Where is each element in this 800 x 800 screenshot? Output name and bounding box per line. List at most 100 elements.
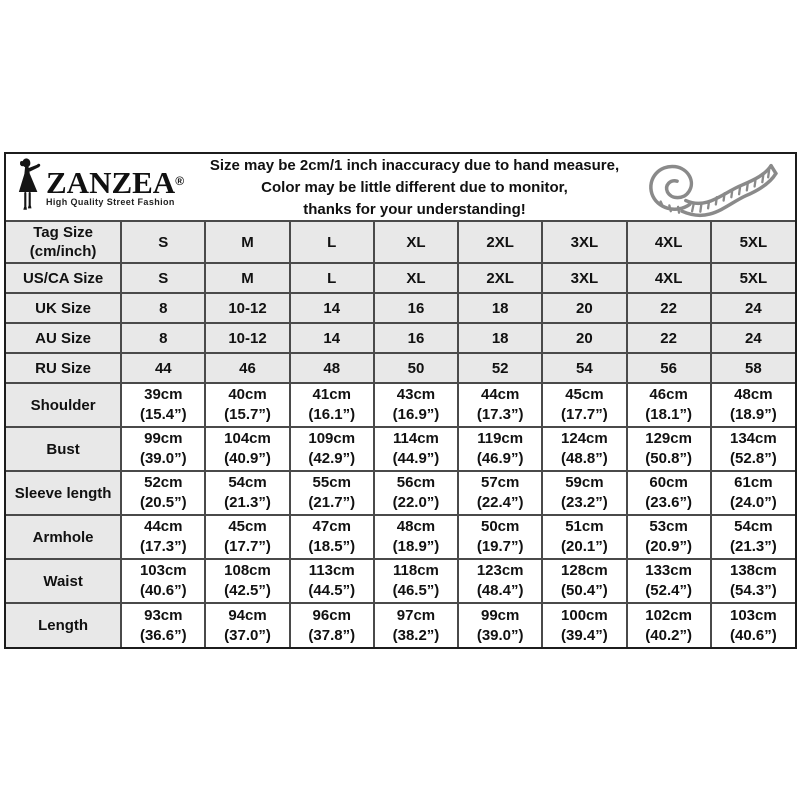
measure-inch-value: (21.7”) [308, 494, 356, 511]
measure-inch-value: (17.7”) [561, 406, 608, 423]
measure-inch-value: (20.5”) [139, 494, 187, 511]
measure-inch-value: (40.6”) [730, 626, 777, 644]
measure-inch-value: (39.0”) [476, 626, 524, 644]
measure-cm-value: 54cm [228, 474, 267, 491]
size-cell: 24 [709, 322, 795, 354]
measure-cm-value: 100cm [561, 606, 608, 624]
measure-cm-value: 44cm [144, 518, 183, 535]
measure-inch-value: (18.9”) [730, 406, 777, 423]
measure-inch-value: (16.1”) [308, 406, 356, 423]
measure-inch-value: (52.8”) [730, 450, 777, 467]
measure-cm-value: 119cm [477, 430, 524, 447]
size-cell: L [288, 262, 375, 294]
row-label: Waist [6, 558, 123, 604]
measure-cell: 52cm (20.5”) [120, 470, 207, 516]
measure-cm-value: 48cm [396, 518, 436, 535]
measure-cm-value: 48cm [734, 386, 773, 403]
measure-inch-value: (50.4”) [561, 582, 608, 599]
measure-row: Length 93cm (36.6”) 94cm (37.0”) 96cm (37.8”) 9… [6, 602, 795, 647]
measure-cm-value: 97cm [396, 606, 436, 624]
measure-cell: 113cm (44.5”) [288, 558, 375, 604]
measure-inch-value: (39.0”) [139, 450, 187, 467]
measure-row: Sleeve length 52cm (20.5”) 54cm (21.3”) 55cm (… [6, 470, 795, 516]
measure-inch-value: (37.8”) [308, 626, 356, 644]
measure-inch-value: (46.5”) [392, 582, 440, 599]
measure-inch-value: (46.9”) [476, 450, 524, 467]
measure-cell: 45cm (17.7”) [541, 382, 628, 428]
measure-cell: 123cm (48.4”) [457, 558, 544, 604]
measure-cm-value: 45cm [228, 518, 267, 535]
measure-cell: 44cm (17.3”) [120, 514, 207, 560]
measure-cell: 41cm (16.1”) [288, 382, 375, 428]
size-row: AU Size 8 10-12 14 16 18 20 22 24 [6, 322, 795, 354]
measure-cm-value: 96cm [312, 606, 351, 624]
tape-measure-icon [627, 156, 795, 218]
size-cell: 20 [541, 292, 628, 324]
brand-name: ZANZEA [46, 164, 176, 200]
measure-inch-value: (18.9”) [392, 538, 440, 555]
measure-cell: 43cm (16.9”) [372, 382, 460, 428]
brand-text-block: ZANZEA® High Quality Street Fashion [46, 164, 184, 207]
measure-cell: 94cm (37.0”) [204, 602, 291, 647]
size-cell: 10-12 [204, 292, 291, 324]
measure-cell: 53cm (20.9”) [625, 514, 712, 560]
measure-cm-value: 56cm [396, 474, 436, 491]
measure-cm-value: 99cm [144, 430, 183, 447]
measure-cell: 114cm (44.9”) [372, 426, 460, 472]
column-header: 3XL [541, 220, 628, 264]
measure-inch-value: (18.5”) [308, 538, 356, 555]
measure-inch-value: (39.4”) [561, 626, 608, 644]
measure-row: Shoulder 39cm (15.4”) 40cm (15.7”) 41cm (16.1”… [6, 382, 795, 428]
size-cell: 3XL [541, 262, 628, 294]
measure-cell: 47cm (18.5”) [288, 514, 375, 560]
row-label: AU Size [6, 322, 123, 354]
measure-cm-value: 61cm [734, 474, 773, 491]
size-cell: 24 [709, 292, 795, 324]
measure-cell: 108cm (42.5”) [204, 558, 291, 604]
measure-row: Bust 99cm (39.0”) 104cm (40.9”) 109cm (42.9”) 1… [6, 426, 795, 472]
measure-cell: 99cm (39.0”) [457, 602, 544, 647]
measure-inch-value: (48.4”) [476, 582, 524, 599]
measure-cm-value: 41cm [312, 386, 351, 403]
measure-cell: 103cm (40.6”) [709, 602, 795, 647]
measure-inch-value: (42.5”) [224, 582, 271, 599]
column-header: 4XL [625, 220, 712, 264]
size-row: UK Size 8 10-12 14 16 18 20 22 24 [6, 292, 795, 324]
size-cell: 22 [625, 292, 712, 324]
measure-cell: 93cm (36.6”) [120, 602, 207, 647]
measure-cell: 138cm (54.3”) [709, 558, 795, 604]
measure-cm-value: 93cm [144, 606, 183, 624]
row-label: RU Size [6, 352, 123, 384]
measure-inch-value: (17.7”) [224, 538, 271, 555]
measure-cell: 48cm (18.9”) [709, 382, 795, 428]
measure-cm-value: 54cm [734, 518, 773, 535]
size-cell: 8 [120, 292, 207, 324]
measure-cm-value: 129cm [645, 430, 692, 447]
size-cell: 52 [457, 352, 544, 384]
size-cell: 2XL [457, 262, 544, 294]
measure-cm-value: 44cm [480, 386, 520, 403]
measure-cm-value: 99cm [480, 606, 520, 624]
measure-cell: 54cm (21.3”) [204, 470, 291, 516]
size-row: RU Size 44 46 48 50 52 54 56 58 [6, 352, 795, 384]
measure-cm-value: 128cm [561, 562, 608, 579]
size-cell: 48 [288, 352, 375, 384]
measure-cell: 97cm (38.2”) [372, 602, 460, 647]
measure-cm-value: 45cm [565, 386, 604, 403]
measure-inch-value: (21.3”) [224, 494, 271, 511]
corner-label-line1: Tag Size [33, 224, 93, 241]
measure-inch-value: (22.4”) [476, 494, 524, 511]
brand-logo: ZANZEA® High Quality Street Fashion [6, 156, 202, 219]
measure-cell: 40cm (15.7”) [204, 382, 291, 428]
row-label: Length [6, 602, 123, 647]
measure-inch-value: (40.9”) [224, 450, 271, 467]
column-header: 2XL [457, 220, 544, 264]
disclaimer-line-3: thanks for your understanding! [303, 201, 526, 218]
measure-cell: 50cm (19.7”) [457, 514, 544, 560]
size-row: US/CA Size S M L XL 2XL 3XL 4XL 5XL [6, 262, 795, 294]
measure-cm-value: 40cm [228, 386, 267, 403]
measure-cell: 133cm (52.4”) [625, 558, 712, 604]
measure-inch-value: (38.2”) [392, 626, 440, 644]
disclaimer-line-2: Color may be little different due to mon… [261, 179, 568, 196]
